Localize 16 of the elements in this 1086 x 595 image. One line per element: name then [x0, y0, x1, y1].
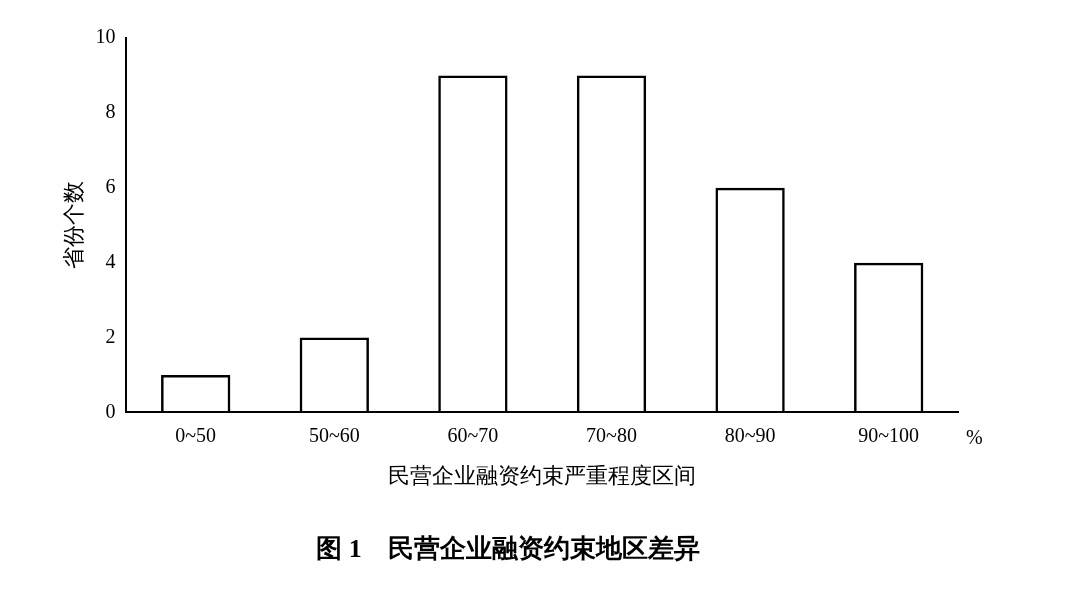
- y-axis-title: 省份个数: [60, 181, 86, 270]
- y-tick-label: 8: [105, 100, 116, 123]
- y-tick-label: 10: [95, 25, 116, 48]
- x-axis-title: 民营企业融资约束严重程度区间: [388, 463, 697, 489]
- y-tick-label: 0: [105, 399, 116, 422]
- text: %: [966, 425, 983, 448]
- x-tick-label: 0~50: [175, 423, 217, 446]
- y-tick-label: 2: [105, 324, 116, 347]
- y-tick-label: 6: [105, 175, 116, 198]
- text: 图 1 民营企业融资约束地区差异: [316, 534, 700, 564]
- x-tick-label: 90~100: [858, 423, 920, 446]
- y-tick-label: 4: [105, 249, 116, 272]
- x-tick-label: 50~60: [308, 423, 360, 446]
- x-tick-label: 70~80: [586, 423, 637, 446]
- x-tick-label: 60~70: [447, 423, 499, 446]
- x-tick-label: 80~90: [724, 423, 776, 446]
